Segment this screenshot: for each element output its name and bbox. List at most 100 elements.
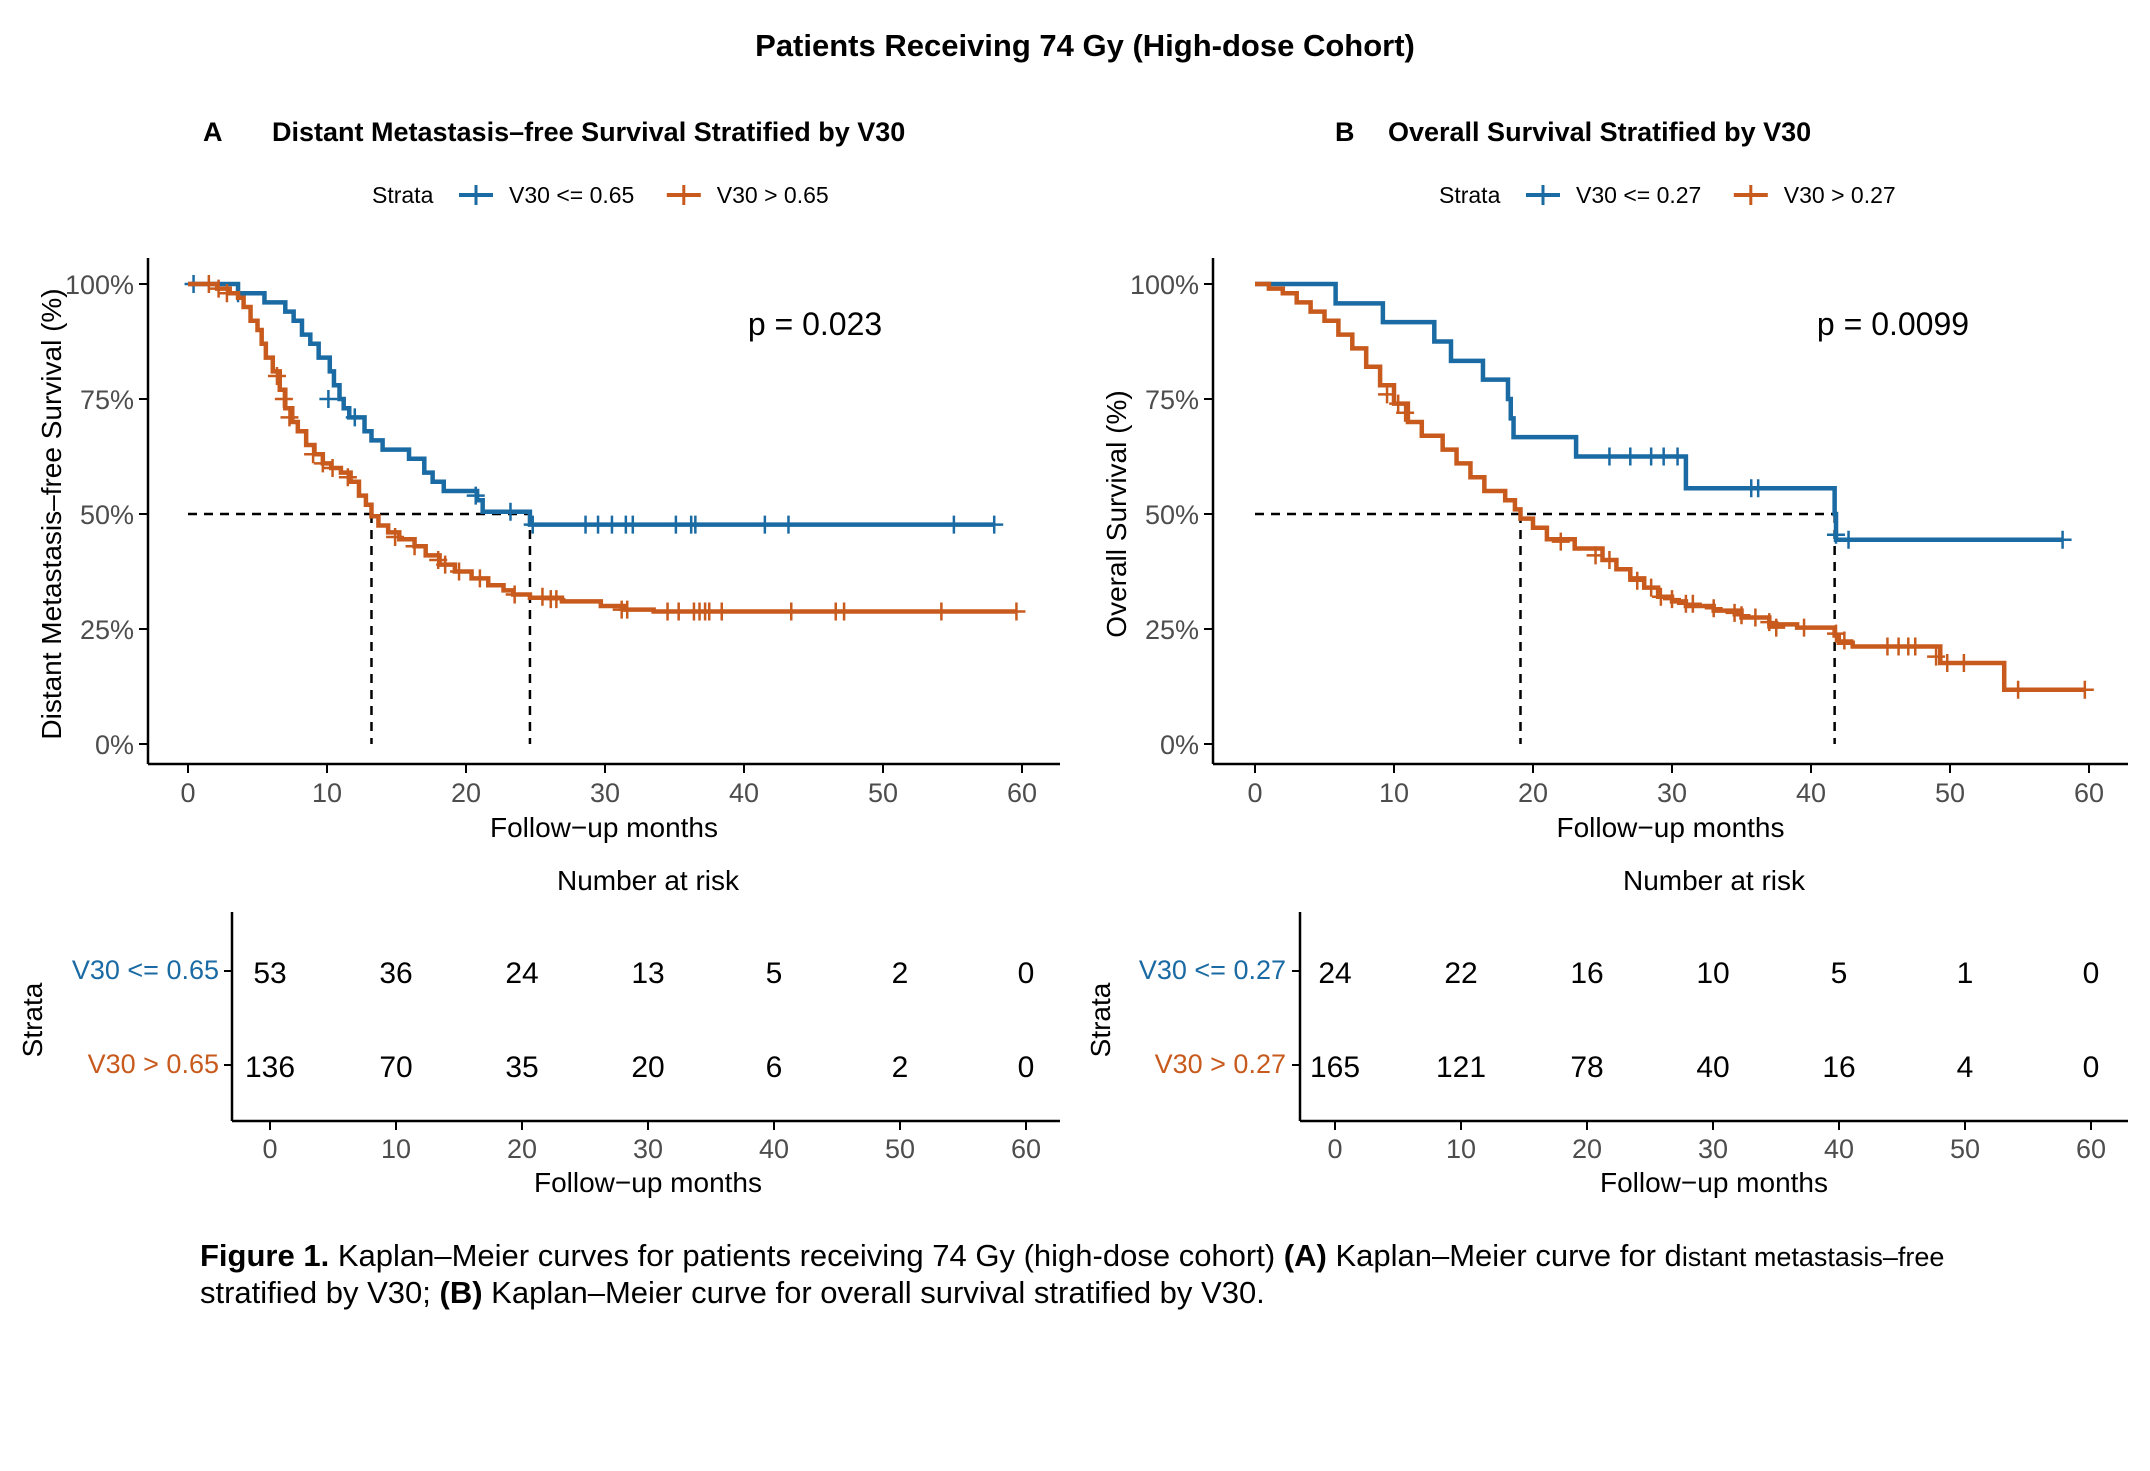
censor-mark xyxy=(1628,571,1647,590)
censor-mark xyxy=(450,562,469,581)
caption-part-b: (B) xyxy=(439,1275,483,1310)
censor-mark xyxy=(523,515,542,534)
x-tick-label: 40 xyxy=(729,778,759,808)
x-tick-label: 10 xyxy=(312,778,342,808)
risk-count: 22 xyxy=(1444,957,1477,990)
caption-part-a: (A) xyxy=(1283,1238,1327,1273)
censor-mark xyxy=(1551,532,1570,551)
risk-count: 35 xyxy=(505,1051,538,1084)
censor-mark xyxy=(1704,599,1723,618)
risk-x-tick-label: 20 xyxy=(507,1134,537,1164)
censor-mark xyxy=(274,390,293,408)
y-tick-label: 50% xyxy=(1145,500,1199,530)
risk-x-tick-label: 30 xyxy=(633,1134,663,1164)
censor-mark xyxy=(1938,654,1957,673)
km-series xyxy=(184,275,1004,534)
risk-row-label: V30 <= 0.65 xyxy=(72,955,219,985)
censor-mark xyxy=(2009,680,2028,699)
censor-mark xyxy=(618,600,637,619)
censor-mark xyxy=(1683,594,1702,613)
x-tick-label: 50 xyxy=(868,778,898,808)
y-tick-label: 25% xyxy=(1145,615,1199,645)
risk-row-label: V30 > 0.65 xyxy=(88,1049,219,1079)
km-series xyxy=(1255,281,2072,549)
x-tick-label: 20 xyxy=(1518,778,1548,808)
median-lines xyxy=(1255,512,1836,744)
censor-mark xyxy=(2053,530,2072,549)
y-tick-label: 25% xyxy=(80,615,134,645)
panel-title: Distant Metastasis–free Survival Stratif… xyxy=(272,117,905,147)
y-tick-label: 100% xyxy=(65,270,134,300)
censor-mark xyxy=(932,602,951,621)
censor-mark xyxy=(1954,654,1973,673)
censor-mark xyxy=(1749,479,1768,498)
censor-mark xyxy=(470,569,489,588)
risk-table-title: Number at risk xyxy=(557,865,740,896)
censor-mark xyxy=(1767,618,1786,637)
risk-x-tick-label: 60 xyxy=(1011,1134,1041,1164)
y-axis-title: Distant Metastasis–free Survival (%) xyxy=(36,288,67,739)
risk-count: 2 xyxy=(892,957,909,990)
risk-x-tick-label: 40 xyxy=(1824,1134,1854,1164)
risk-x-tick-label: 60 xyxy=(2076,1134,2106,1164)
axes: 0% 25% 50% 75% 100% 0 10 20 30 40 50 60 Follow−up mo… xyxy=(36,258,1060,843)
censor-mark xyxy=(466,486,485,505)
risk-strata-title: Strata xyxy=(1085,982,1116,1057)
risk-row-label: V30 <= 0.27 xyxy=(1139,955,1286,985)
censor-mark xyxy=(1795,618,1814,637)
censor-mark xyxy=(1396,403,1415,422)
legend-item: V30 <= 0.27 xyxy=(1526,182,1701,208)
censor-mark xyxy=(280,408,299,427)
y-axis-title: Overall Survival (%) xyxy=(1101,390,1132,637)
censor-mark xyxy=(323,459,342,477)
censor-mark xyxy=(501,502,520,521)
figure-caption: Figure 1. Kaplan–Meier curves for patien… xyxy=(200,1238,2000,1311)
censor-mark xyxy=(304,445,323,464)
risk-count: 24 xyxy=(1318,957,1351,990)
censor-mark xyxy=(1586,546,1605,565)
censor-mark xyxy=(1906,637,1925,656)
legend-label: V30 <= 0.65 xyxy=(509,182,634,208)
y-tick-label: 100% xyxy=(1130,270,1199,300)
censor-mark xyxy=(779,515,798,534)
censor-mark xyxy=(209,279,228,298)
legend-title: Strata xyxy=(1439,182,1501,208)
censor-mark xyxy=(505,585,524,604)
censor-mark xyxy=(338,468,357,487)
risk-count: 36 xyxy=(379,957,412,990)
y-tick-label: 75% xyxy=(80,385,134,415)
censor-mark xyxy=(405,537,424,556)
km-curve xyxy=(188,281,1017,614)
censor-mark xyxy=(1389,394,1408,413)
panel-b: B Overall Survival Stratified by V30 Strat… xyxy=(1085,117,2128,1198)
risk-x-tick-label: 0 xyxy=(1327,1134,1342,1164)
risk-count: 13 xyxy=(631,957,664,990)
legend-item: V30 > 0.27 xyxy=(1733,182,1896,208)
figure-title: Patients Receiving 74 Gy (High-dose Coho… xyxy=(755,28,1415,63)
censor-mark xyxy=(547,590,566,609)
censor-mark xyxy=(1378,385,1397,404)
censor-mark xyxy=(1746,608,1765,627)
legend-label: V30 > 0.65 xyxy=(717,182,829,208)
km-curve xyxy=(1255,281,2063,543)
panel-letter: B xyxy=(1335,117,1355,147)
censor-mark xyxy=(835,602,854,621)
caption-text-2-small: istant metastasis–free xyxy=(1681,1242,1945,1272)
censor-mark xyxy=(623,515,642,534)
risk-count: 16 xyxy=(1822,1051,1855,1084)
risk-x-axis-title: Follow−up months xyxy=(1600,1167,1828,1198)
censor-mark xyxy=(1600,551,1619,569)
caption-text-3: stratified by V30; xyxy=(200,1275,440,1310)
risk-count: 24 xyxy=(505,957,538,990)
km-series xyxy=(1255,281,2094,699)
km-curve xyxy=(1255,281,2085,692)
axes: 0% 25% 50% 75% 100% 0 10 20 30 40 50 60 Follow−up mo… xyxy=(1101,258,2128,843)
risk-row-label: V30 > 0.27 xyxy=(1155,1049,1286,1079)
x-tick-label: 60 xyxy=(2074,778,2104,808)
censor-mark xyxy=(782,602,801,621)
x-tick-label: 30 xyxy=(1657,778,1687,808)
risk-count: 0 xyxy=(1018,957,1035,990)
median-lines xyxy=(188,512,532,744)
censor-mark xyxy=(1651,587,1670,606)
